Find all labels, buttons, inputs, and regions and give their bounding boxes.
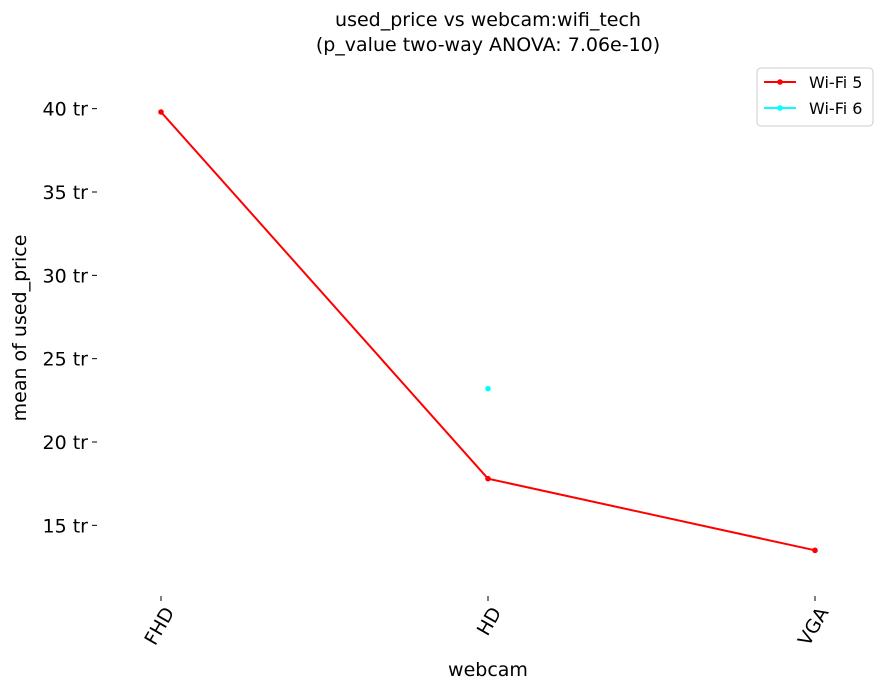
- series-point-1: [812, 547, 818, 554]
- legend-swatch-marker: [777, 79, 783, 85]
- series-line-1: [160, 111, 816, 552]
- series-point-2: [485, 385, 491, 392]
- y-tick-label: 15 tr: [43, 515, 89, 537]
- x-tick-label: FHD: [140, 604, 179, 650]
- y-tick-label: 40 tr: [43, 99, 89, 121]
- legend: Wi-Fi 5 Wi-Fi 6: [756, 67, 874, 127]
- x-axis: FHD HD VGA: [140, 596, 833, 650]
- legend-label: Wi-Fi 6: [809, 99, 862, 118]
- chart-title-line2: (p_value two-way ANOVA: 7.06e-10): [316, 34, 660, 56]
- y-axis-label: mean of used_price: [9, 235, 31, 422]
- y-tick-label: 25 tr: [43, 349, 89, 371]
- x-axis-label: webcam: [448, 659, 528, 681]
- plot-area: [158, 109, 818, 554]
- x-tick-label: HD: [473, 604, 507, 640]
- y-tick-label: 35 tr: [43, 182, 89, 204]
- y-tick-label: 30 tr: [43, 265, 89, 287]
- y-tick-label: 20 tr: [43, 432, 89, 454]
- x-tick-label: VGA: [794, 603, 833, 649]
- chart-title-line1: used_price vs webcam:wifi_tech: [335, 9, 641, 31]
- series-point-1: [485, 475, 491, 482]
- series-point-1: [158, 109, 164, 115]
- y-axis: 15 tr 20 tr 25 tr 30 tr 35 tr 40 tr: [43, 99, 97, 537]
- legend-swatch-marker: [777, 105, 783, 111]
- legend-label: Wi-Fi 5: [809, 73, 862, 92]
